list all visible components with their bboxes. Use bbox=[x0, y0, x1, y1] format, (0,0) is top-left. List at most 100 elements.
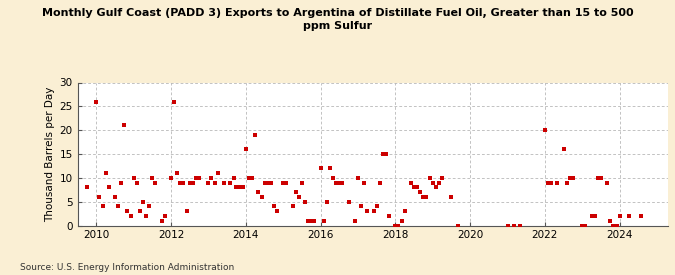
Text: Monthly Gulf Coast (PADD 3) Exports to Argentina of Distillate Fuel Oil, Greater: Monthly Gulf Coast (PADD 3) Exports to A… bbox=[42, 8, 633, 31]
Point bbox=[128, 176, 139, 180]
Point bbox=[287, 204, 298, 209]
Point bbox=[119, 123, 130, 128]
Point bbox=[138, 199, 148, 204]
Point bbox=[82, 185, 92, 189]
Point bbox=[147, 176, 158, 180]
Point bbox=[502, 223, 513, 228]
Point bbox=[244, 176, 254, 180]
Point bbox=[134, 209, 145, 213]
Point bbox=[265, 180, 276, 185]
Point bbox=[321, 199, 332, 204]
Point bbox=[552, 180, 563, 185]
Point bbox=[624, 214, 634, 218]
Point bbox=[412, 185, 423, 189]
Point bbox=[593, 176, 603, 180]
Point bbox=[271, 209, 282, 213]
Point bbox=[434, 180, 445, 185]
Point bbox=[350, 219, 360, 223]
Point bbox=[126, 214, 136, 218]
Point bbox=[281, 180, 292, 185]
Point bbox=[381, 152, 392, 156]
Point bbox=[595, 176, 606, 180]
Point bbox=[238, 185, 248, 189]
Point bbox=[421, 195, 432, 199]
Point bbox=[191, 176, 202, 180]
Point bbox=[290, 190, 301, 194]
Point bbox=[539, 128, 550, 132]
Point bbox=[131, 180, 142, 185]
Point bbox=[278, 180, 289, 185]
Point bbox=[256, 195, 267, 199]
Point bbox=[103, 185, 114, 189]
Point bbox=[306, 219, 317, 223]
Point bbox=[390, 223, 401, 228]
Point bbox=[371, 204, 382, 209]
Point bbox=[269, 204, 279, 209]
Point bbox=[393, 223, 404, 228]
Point bbox=[262, 180, 273, 185]
Point bbox=[431, 185, 441, 189]
Point bbox=[240, 147, 251, 152]
Point bbox=[437, 176, 448, 180]
Point bbox=[318, 219, 329, 223]
Point bbox=[97, 204, 108, 209]
Point bbox=[446, 195, 457, 199]
Point bbox=[228, 176, 239, 180]
Point bbox=[101, 171, 111, 175]
Point bbox=[140, 214, 151, 218]
Point bbox=[614, 214, 625, 218]
Point bbox=[203, 180, 214, 185]
Point bbox=[344, 199, 354, 204]
Point bbox=[303, 219, 314, 223]
Point bbox=[122, 209, 133, 213]
Point bbox=[568, 176, 578, 180]
Point bbox=[194, 176, 205, 180]
Point bbox=[327, 176, 338, 180]
Point bbox=[165, 176, 176, 180]
Point bbox=[259, 180, 270, 185]
Y-axis label: Thousand Barrels per Day: Thousand Barrels per Day bbox=[45, 86, 55, 222]
Point bbox=[558, 147, 569, 152]
Point bbox=[334, 180, 345, 185]
Point bbox=[383, 214, 394, 218]
Point bbox=[396, 219, 407, 223]
Point bbox=[296, 180, 307, 185]
Point bbox=[427, 180, 438, 185]
Point bbox=[608, 223, 619, 228]
Point bbox=[300, 199, 310, 204]
Point bbox=[172, 171, 183, 175]
Point bbox=[234, 185, 245, 189]
Point bbox=[546, 180, 557, 185]
Point bbox=[247, 176, 258, 180]
Point bbox=[219, 180, 230, 185]
Point bbox=[636, 214, 647, 218]
Point bbox=[113, 204, 124, 209]
Point bbox=[184, 180, 195, 185]
Point bbox=[337, 180, 348, 185]
Point bbox=[377, 152, 388, 156]
Point bbox=[91, 99, 102, 104]
Point bbox=[508, 223, 519, 228]
Point bbox=[109, 195, 120, 199]
Point bbox=[452, 223, 463, 228]
Point bbox=[408, 185, 419, 189]
Point bbox=[178, 180, 189, 185]
Point bbox=[315, 166, 326, 170]
Point bbox=[418, 195, 429, 199]
Point bbox=[331, 180, 342, 185]
Point bbox=[586, 214, 597, 218]
Point bbox=[356, 204, 367, 209]
Point bbox=[144, 204, 155, 209]
Point bbox=[175, 180, 186, 185]
Point bbox=[309, 219, 320, 223]
Point bbox=[213, 171, 223, 175]
Point bbox=[352, 176, 363, 180]
Point bbox=[602, 180, 613, 185]
Point bbox=[252, 190, 263, 194]
Point bbox=[188, 180, 198, 185]
Point bbox=[589, 214, 600, 218]
Point bbox=[425, 176, 435, 180]
Point bbox=[514, 223, 525, 228]
Point bbox=[605, 219, 616, 223]
Point bbox=[209, 180, 220, 185]
